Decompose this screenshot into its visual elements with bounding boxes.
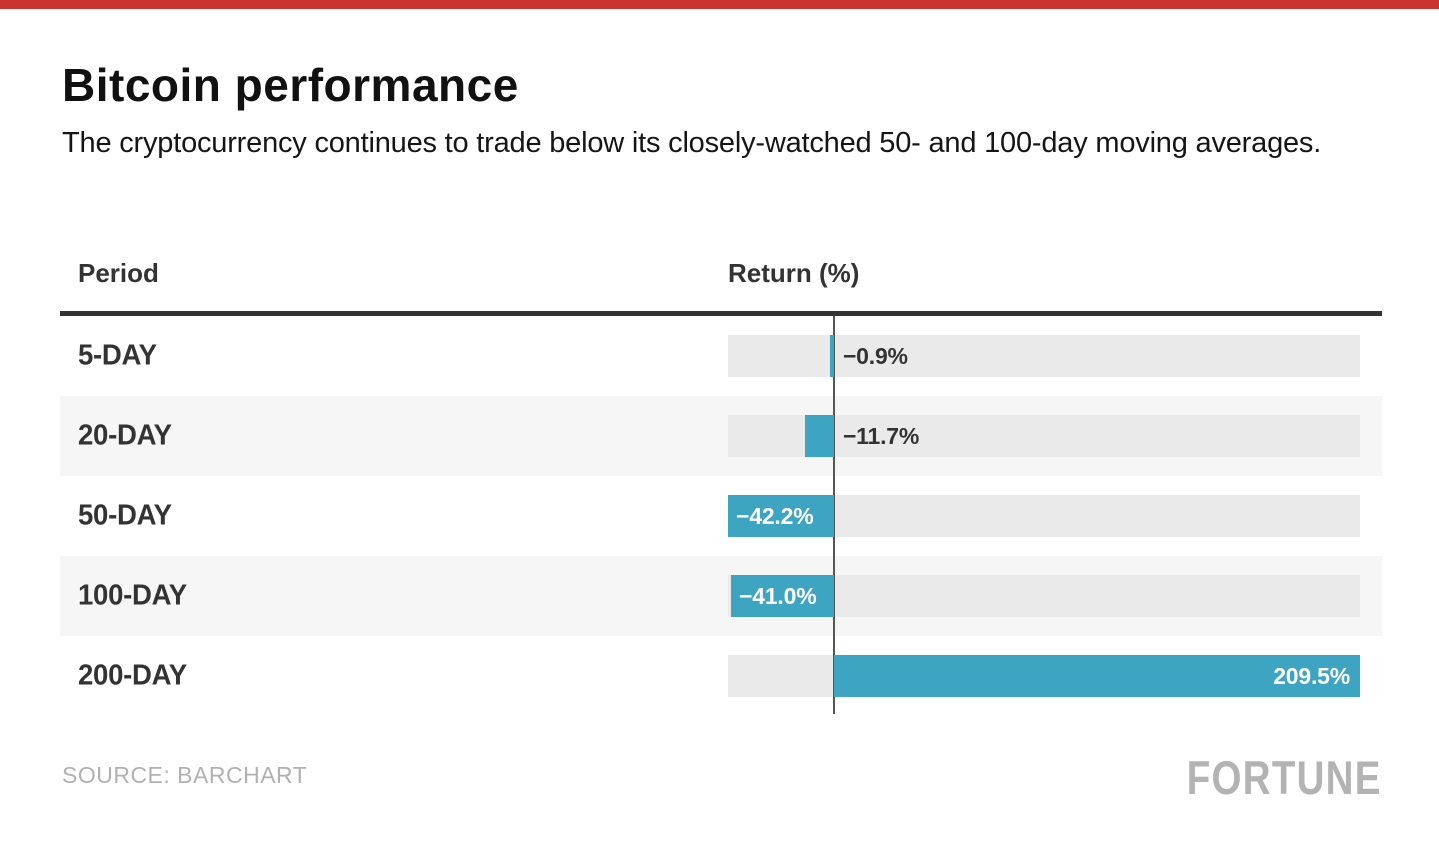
chart-subtitle: The cryptocurrency continues to trade be… (62, 127, 1322, 159)
header-rule (60, 311, 1382, 316)
table-row: 200-DAY 209.5% (0, 636, 1439, 716)
table-row: 50-DAY −42.2% (0, 476, 1439, 556)
value-label: 209.5% (1273, 663, 1350, 689)
table-row: 5-DAY −0.9% (0, 316, 1439, 396)
zero-axis-line (833, 316, 835, 714)
period-label: 20-DAY (78, 419, 172, 452)
value-bar (833, 655, 1360, 697)
value-bar (804, 415, 834, 457)
value-bar (829, 335, 834, 377)
table-row: 20-DAY −11.7% (0, 396, 1439, 476)
value-bar (728, 495, 834, 537)
period-label: 200-DAY (78, 659, 187, 692)
fortune-logo: FORTUNE (1187, 751, 1382, 804)
value-label: −42.2% (736, 503, 814, 529)
bar-rows-container: 5-DAY −0.9% 20-DAY −11.7% 50-DAY −42.2% … (0, 316, 1439, 716)
source-credit: SOURCE: BARCHART (62, 762, 308, 788)
table-row: 100-DAY −41.0% (0, 556, 1439, 636)
value-label: −11.7% (842, 423, 920, 449)
top-accent-bar (0, 0, 1439, 9)
value-label: −41.0% (739, 583, 817, 609)
chart-title: Bitcoin performance (62, 59, 519, 111)
value-bar (731, 575, 834, 617)
bar-track (728, 335, 1360, 377)
value-label: −0.9% (842, 343, 908, 369)
column-header-return: Return (%) (728, 258, 860, 288)
period-label: 100-DAY (78, 579, 187, 612)
period-label: 50-DAY (78, 499, 172, 532)
period-label: 5-DAY (78, 339, 157, 372)
column-header-period: Period (78, 258, 159, 288)
